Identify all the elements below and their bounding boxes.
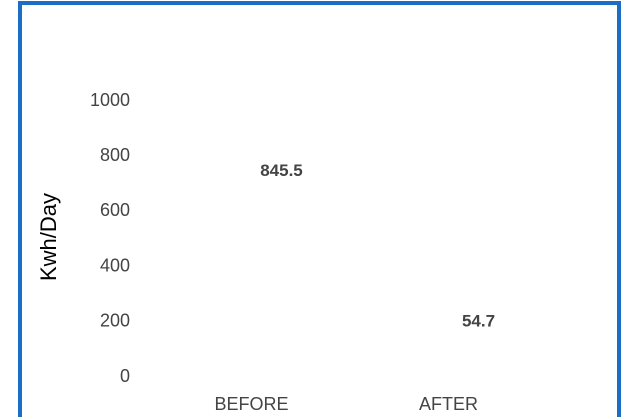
y-tick-label: 1000 — [90, 90, 130, 110]
y-tick-label: 400 — [100, 255, 130, 275]
y-tick-label: 200 — [100, 311, 130, 331]
y-tick-label: 0 — [120, 366, 130, 386]
y-tick-label: 800 — [100, 145, 130, 165]
y-axis-label: Kwh/Day — [36, 193, 61, 281]
bar — [389, 361, 508, 377]
value-label: 845.5 — [260, 161, 303, 180]
x-tick-label: BEFORE — [214, 394, 288, 414]
bar — [192, 143, 311, 377]
y-tick-label: 600 — [100, 200, 130, 220]
value-label: 54.7 — [462, 311, 495, 330]
frame — [18, 1, 621, 417]
x-tick-label: AFTER — [419, 394, 478, 414]
